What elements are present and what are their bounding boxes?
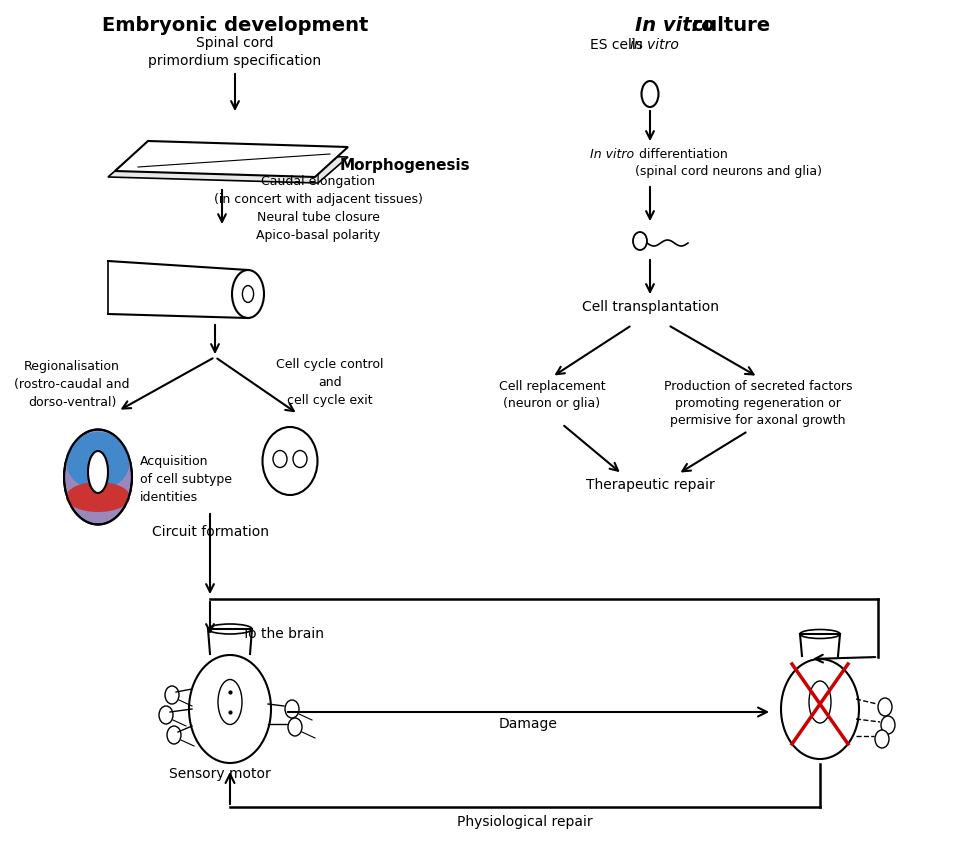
Ellipse shape — [881, 717, 895, 734]
Ellipse shape — [167, 726, 181, 744]
Text: Spinal cord
primordium specification: Spinal cord primordium specification — [149, 36, 322, 68]
Ellipse shape — [262, 428, 318, 495]
Ellipse shape — [66, 432, 130, 490]
Text: differentiation
(spinal cord neurons and glia): differentiation (spinal cord neurons and… — [635, 148, 822, 178]
Text: In vitro: In vitro — [590, 148, 635, 161]
Text: Therapeutic repair: Therapeutic repair — [586, 478, 714, 491]
Polygon shape — [115, 142, 348, 178]
Text: Circuit formation: Circuit formation — [152, 524, 269, 538]
Text: Acquisition
of cell subtype
identities: Acquisition of cell subtype identities — [140, 454, 232, 503]
Text: Cell cycle control
and
cell cycle exit: Cell cycle control and cell cycle exit — [276, 358, 384, 407]
Text: In vitro: In vitro — [635, 16, 714, 35]
Ellipse shape — [66, 483, 130, 512]
Ellipse shape — [288, 718, 302, 736]
Text: Sensory motor: Sensory motor — [169, 766, 271, 780]
Text: Embryonic development: Embryonic development — [102, 16, 369, 35]
Ellipse shape — [208, 625, 252, 634]
Text: Cell replacement
(neuron or glia): Cell replacement (neuron or glia) — [498, 380, 606, 409]
Ellipse shape — [64, 430, 132, 525]
Ellipse shape — [159, 706, 173, 724]
Text: To the brain: To the brain — [242, 626, 324, 641]
Ellipse shape — [88, 452, 108, 494]
Text: Physiological repair: Physiological repair — [457, 814, 593, 828]
Ellipse shape — [189, 655, 271, 763]
Text: Caudal elongation
(in concert with adjacent tissues)
Neural tube closure
Apico-b: Caudal elongation (in concert with adjac… — [213, 175, 422, 241]
Ellipse shape — [878, 698, 892, 717]
Text: Damage: Damage — [498, 717, 558, 730]
Text: Production of secreted factors
promoting regeneration or
permisive for axonal gr: Production of secreted factors promoting… — [663, 380, 852, 426]
Text: ES cells: ES cells — [590, 38, 647, 52]
Ellipse shape — [232, 271, 264, 319]
Text: in vitro: in vitro — [630, 38, 679, 52]
Text: culture: culture — [685, 16, 770, 35]
Polygon shape — [108, 152, 348, 184]
Text: Cell transplantation: Cell transplantation — [582, 300, 718, 314]
Ellipse shape — [165, 686, 179, 704]
Ellipse shape — [800, 630, 840, 639]
Ellipse shape — [875, 730, 889, 748]
Ellipse shape — [285, 701, 299, 718]
Text: Regionalisation
(rostro-caudal and
dorso-ventral): Regionalisation (rostro-caudal and dorso… — [14, 360, 130, 408]
Ellipse shape — [781, 659, 859, 759]
Text: Morphogenesis: Morphogenesis — [340, 158, 470, 173]
